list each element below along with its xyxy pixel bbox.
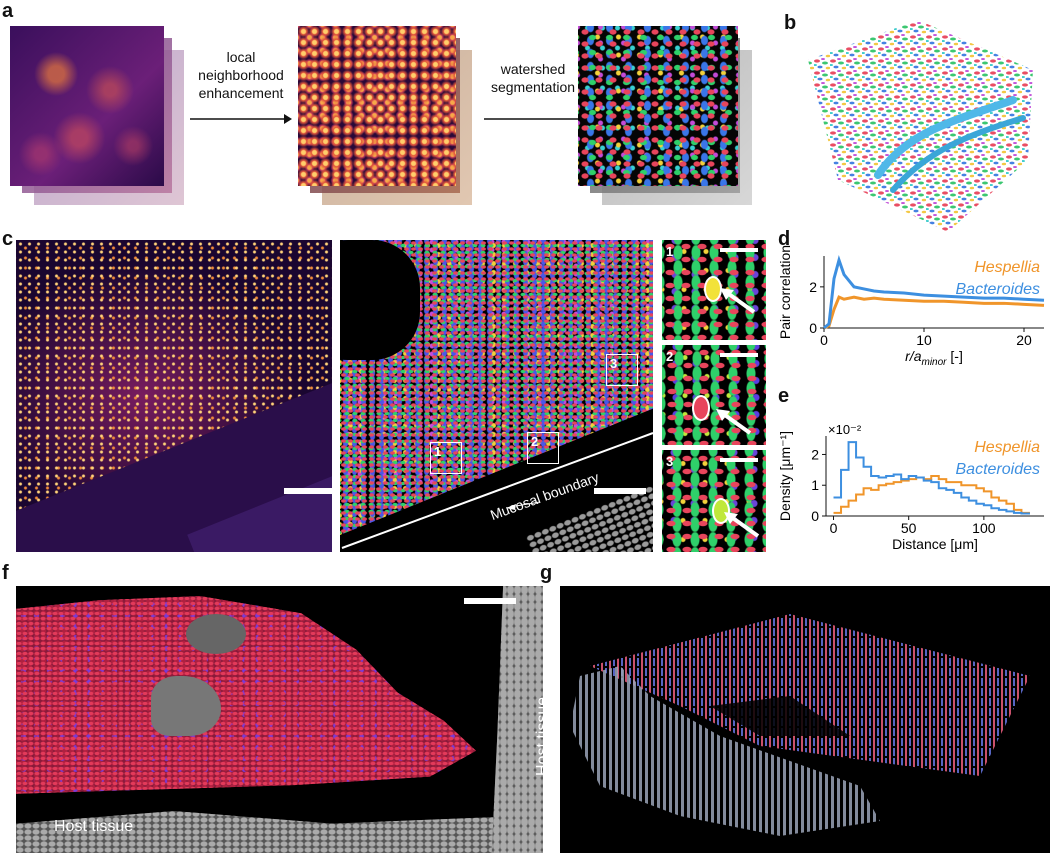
scale-bar [464,598,516,604]
inset-label: 2 [666,349,674,364]
segmented-image: 1 2 3 Mucosal boundary [340,240,653,552]
3d-tissue-render [560,586,1050,853]
scale-bar [720,458,758,462]
inset-label: 3 [666,454,674,469]
series-line-bacteroides [833,441,1030,515]
x-tick-label: 0 [820,332,828,348]
step-label-enhancement: local neighborhood enhancement [198,49,284,101]
segmentation-image-stack [578,26,768,211]
x-tick-label: 0 [830,520,838,536]
y-tick-label: 2 [809,279,817,295]
x-tick-label: 20 [1016,332,1032,348]
panel-label-a: a [2,0,14,22]
density-chart: 0 50 100 0 1 2 Hespellia Bacteroides Distance [μ… [777,422,1044,552]
x-axis-label: Distance [μm] [892,536,978,552]
y-axis-label: Density [μm⁻¹] [777,431,793,521]
scale-bar [284,488,332,494]
roi-box-label: 3 [610,356,618,371]
x-tick-label: 50 [901,520,917,536]
panel-label-e: e [778,385,790,407]
panel-label-d: d [778,228,791,250]
inset-2: 2 [662,345,766,445]
y-tick-label: 1 [811,477,819,493]
enhanced-image-stack [298,26,478,211]
panel-label-b: b [784,12,797,34]
roi-box-1 [430,442,462,474]
legend-bacteroides: Bacteroides [956,281,1041,298]
step-label-watershed: watershed segmentation [490,61,576,95]
legend-hespellia: Hespellia [974,439,1040,456]
inset-3: 3 [662,450,766,552]
panel-label-g: g [540,562,553,584]
raw-image-stack [10,26,190,211]
arrow-icon [720,288,756,314]
x-axis-label: r/aminor [-] [905,348,963,368]
scale-bar [594,488,646,494]
large-segmentation-image: Host tissue Host tissue [16,586,543,853]
raw-fluorescence-image [16,240,332,552]
inset-label: 1 [666,244,674,259]
arrow-icon [716,409,752,435]
host-tissue-label-right: Host tissue [534,696,543,776]
y-tick-label: 2 [811,446,819,462]
series-line-hespellia [833,475,1030,515]
scale-bar [720,248,758,252]
legend-bacteroides: Bacteroides [956,461,1041,478]
scale-bar [720,353,758,357]
series-line-hespellia [823,295,1045,330]
roi-box-3 [606,354,638,386]
arrow-icon [724,512,760,538]
arrow-enhancement [190,114,292,124]
scale-note: ×10⁻² [828,422,862,437]
x-tick-label: 100 [972,520,996,536]
panel-label-f: f [2,562,9,584]
roi-box-label: 1 [434,444,442,459]
pair-correlation-chart: 0 10 20 0 2 Hespellia Bacteroides r/aminor [-] P… [777,245,1045,368]
panel-label-c: c [2,228,14,250]
legend-hespellia: Hespellia [974,259,1040,276]
inset-1: 1 [662,240,766,340]
y-axis-label: Pair correlation [777,245,793,339]
3d-segmentation-render [798,10,1040,238]
y-tick-label: 0 [809,320,817,336]
roi-box-label: 2 [531,434,539,449]
x-tick-label: 10 [916,332,932,348]
host-tissue-label-bottom: Host tissue [54,818,134,835]
roi-box-2 [527,432,559,464]
series-line-bacteroides [823,255,1045,330]
y-tick-label: 0 [811,508,819,524]
arrow-watershed [484,114,586,124]
